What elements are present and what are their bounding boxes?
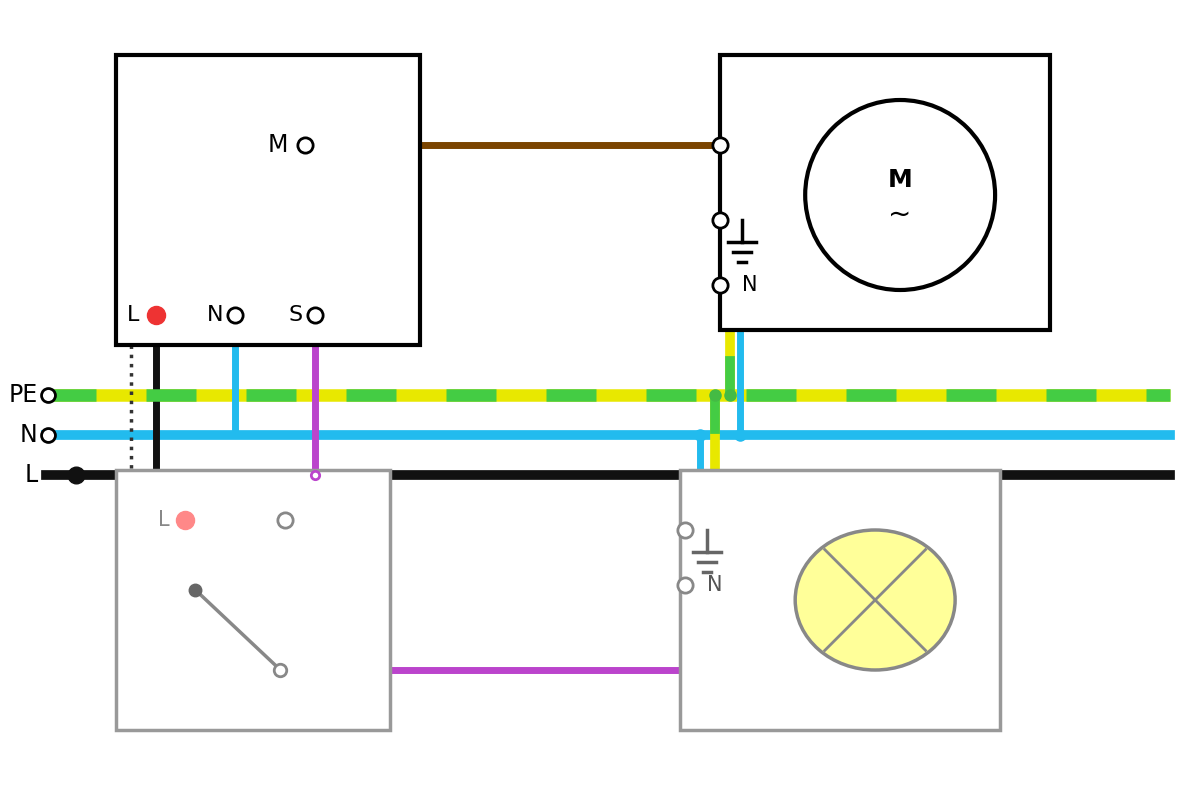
Text: M: M [888,168,912,192]
Text: M: M [268,133,288,157]
Text: N: N [20,423,37,447]
Text: PE: PE [8,383,37,407]
Bar [680,470,1000,730]
Text: N: N [707,575,722,595]
Circle shape [805,100,995,290]
Text: L: L [157,510,169,530]
Text: L: L [127,305,139,325]
Text: ~: ~ [888,201,912,229]
Text: L: L [24,463,37,487]
Ellipse shape [796,530,955,670]
Text: N: N [208,305,223,325]
Bar [115,470,390,730]
Bar [115,55,420,345]
Bar [720,55,1050,330]
Text: N: N [743,275,757,295]
Text: S: S [288,305,302,325]
